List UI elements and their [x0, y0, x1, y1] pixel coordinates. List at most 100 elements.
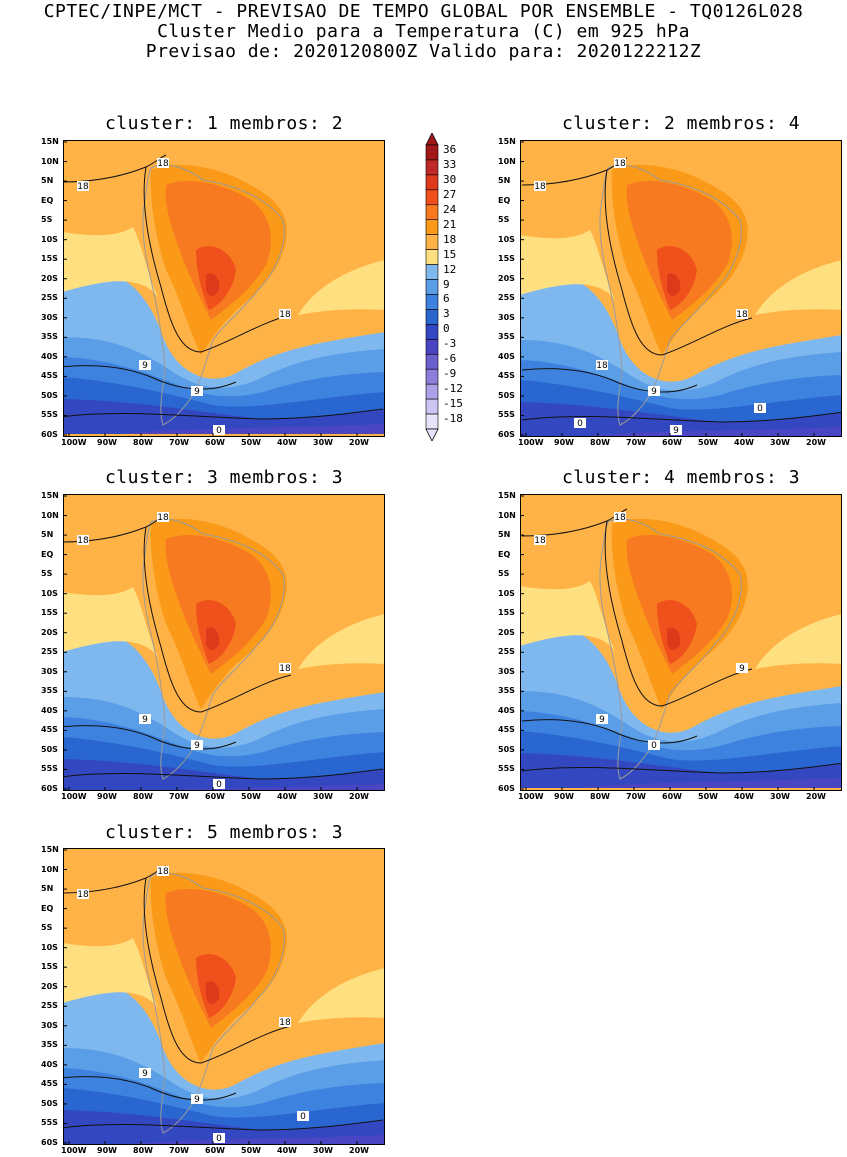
- lon-tick-label: 80W: [590, 792, 610, 801]
- lon-tick-label: 70W: [169, 792, 189, 801]
- header-line-1: CPTEC/INPE/MCT - PREVISAO DE TEMPO GLOBA…: [43, 1, 804, 22]
- svg-text:0: 0: [651, 741, 657, 751]
- panel-1-title: cluster: 1 membros: 2: [104, 113, 344, 134]
- legend-swatch: [425, 413, 439, 430]
- contour-label: 9: [139, 1068, 151, 1079]
- contour-line: [521, 368, 698, 393]
- lon-tick-label: 50W: [698, 438, 718, 447]
- temperature-band: [123, 1135, 385, 1145]
- lat-tick-label: EQ: [41, 195, 54, 205]
- map-svg: 18 18 9 9 0: [520, 494, 842, 791]
- svg-text:18: 18: [614, 513, 626, 523]
- svg-text:18: 18: [534, 536, 546, 546]
- svg-text:9: 9: [142, 1069, 148, 1079]
- lat-tick-label: 30S: [498, 312, 515, 322]
- contour-line: [63, 768, 384, 780]
- lat-tick-label: 35S: [41, 686, 58, 696]
- lat-tick-label: EQ: [41, 549, 54, 559]
- lon-tick-label: 50W: [241, 792, 261, 801]
- contour-label: 18: [279, 309, 291, 320]
- legend-label: 36: [443, 143, 457, 156]
- lon-tick-label: 40W: [277, 1146, 297, 1155]
- svg-text:18: 18: [534, 182, 546, 192]
- legend-label: 30: [443, 172, 457, 186]
- lat-tick-label: 50S: [41, 744, 58, 754]
- temperature-band: [580, 778, 842, 788]
- legend-label: 33: [443, 157, 457, 171]
- temperature-band: [520, 753, 842, 788]
- lat-tick-label: EQ: [498, 549, 511, 559]
- temperature-band: [520, 230, 615, 300]
- legend-label: -12: [443, 382, 463, 396]
- lat-tick-label: 10S: [498, 588, 515, 598]
- lon-tick-label: 30W: [313, 1146, 333, 1155]
- contour-label: 0: [754, 403, 766, 414]
- lat-tick-label: 5N: [41, 884, 54, 894]
- lon-tick-label: 100W: [61, 792, 87, 801]
- temperature-band: [123, 424, 385, 434]
- lon-tick-label: 60W: [205, 1146, 225, 1155]
- legend-swatch: [425, 309, 439, 325]
- contour-label: 18: [596, 360, 608, 371]
- lat-tick-label: 60S: [498, 430, 515, 439]
- map-frame: [63, 848, 385, 1145]
- legend-swatch: [425, 219, 439, 235]
- lon-tick-label: 50W: [241, 1146, 261, 1155]
- lat-tick-label: 15S: [498, 254, 515, 264]
- lat-tick-label: EQ: [41, 903, 54, 913]
- map-frame: [520, 140, 842, 437]
- lat-tick-label: 5S: [41, 923, 53, 933]
- legend-swatch: [425, 234, 439, 250]
- lat-tick-label: 15N: [41, 491, 59, 500]
- contour-line: [521, 411, 842, 423]
- legend-label: 3: [443, 307, 450, 321]
- lon-tick-label: 20W: [349, 438, 369, 447]
- legend-swatch: [425, 353, 439, 370]
- lat-tick-label: 40S: [41, 1059, 58, 1069]
- lon-tick-label: 30W: [313, 438, 333, 447]
- lat-tick-label: 10N: [41, 156, 59, 166]
- contour-line: [521, 762, 842, 774]
- lat-tick-label: 45S: [498, 725, 515, 735]
- legend-label: 18: [443, 232, 457, 246]
- legend-label: 21: [443, 217, 457, 231]
- lat-tick-label: 45S: [498, 371, 515, 381]
- lat-tick-label: 20S: [498, 273, 515, 283]
- contour-label: 0: [574, 418, 586, 429]
- svg-text:18: 18: [157, 159, 169, 169]
- lon-tick-label: 80W: [133, 792, 153, 801]
- lat-tick-label: 5S: [41, 215, 53, 225]
- lon-tick-label: 100W: [61, 1146, 87, 1155]
- contour-line: [63, 365, 237, 390]
- map-frame: [63, 494, 385, 791]
- legend-arrow-top: [425, 132, 439, 146]
- lat-tick-label: EQ: [498, 195, 511, 205]
- legend-label: 6: [443, 292, 450, 306]
- contour-label: 9: [139, 714, 151, 725]
- temperature-band: [298, 968, 385, 1023]
- lat-tick-label: 55S: [41, 764, 58, 774]
- legend-arrow-bottom: [425, 428, 439, 442]
- lon-tick-label: 100W: [518, 792, 544, 801]
- temperature-band: [63, 587, 158, 657]
- lon-tick-label: 20W: [349, 1146, 369, 1155]
- lat-tick-label: 10S: [41, 588, 58, 598]
- lat-tick-label: 5S: [498, 215, 510, 225]
- contour-label: 18: [614, 512, 626, 523]
- lon-tick-label: 100W: [518, 438, 544, 447]
- svg-text:0: 0: [216, 1134, 222, 1144]
- temperature-band: [667, 273, 681, 296]
- lat-tick-label: 15S: [41, 608, 58, 618]
- lat-tick-label: 55S: [41, 1118, 58, 1128]
- lat-tick-label: 40S: [498, 705, 515, 715]
- contour-label: 0: [297, 1111, 309, 1122]
- contour-label: 18: [77, 535, 89, 546]
- contour-label: 18: [77, 889, 89, 900]
- lat-tick-label: 10S: [41, 942, 58, 952]
- lon-tick-label: 80W: [590, 438, 610, 447]
- legend-swatch: [425, 144, 439, 161]
- contour-label: 9: [736, 663, 748, 674]
- map-panel-5: 18 18 18 9 9 0 0 15N 10N 5N EQ 5S 10S 15S 20S 25S 30S 35S…: [41, 845, 385, 1155]
- legend-swatch: [425, 279, 439, 295]
- lat-tick-label: 20S: [41, 981, 58, 991]
